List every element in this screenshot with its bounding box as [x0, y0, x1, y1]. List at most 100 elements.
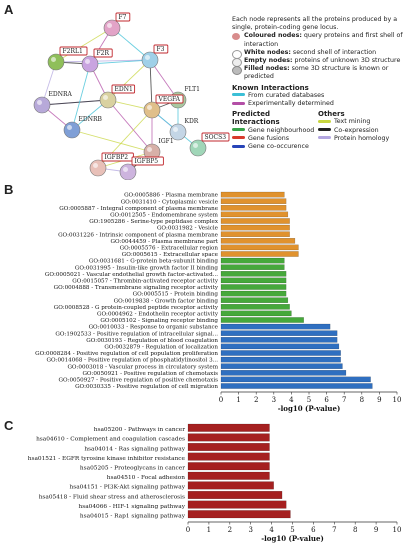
node-highlight: [51, 57, 56, 62]
legend-white-text: second shell of interaction: [290, 48, 377, 56]
network-edge: [71, 129, 153, 153]
category-label: GO:0005515 - Protein binding: [133, 292, 219, 298]
category-label: GO:0008528 - G protein-coupled peptide r…: [54, 305, 219, 311]
node-highlight: [93, 163, 98, 168]
network-node[interactable]: IGFBP5: [119, 156, 164, 180]
node-highlight: [67, 125, 72, 130]
node-highlight: [85, 59, 90, 64]
colored-node-swatch: [232, 33, 240, 41]
network-legend: Each node represents all the proteins pr…: [232, 16, 404, 151]
bar: [220, 383, 373, 389]
legend-empty-text: proteins of unknown 3D structure: [292, 57, 401, 65]
x-tick-label: 4: [289, 396, 294, 404]
network-node[interactable]: F7: [103, 12, 131, 37]
bar: [220, 270, 287, 277]
x-tick-label: 7: [332, 526, 336, 534]
legend-others-item: Text mining: [318, 118, 404, 126]
network-node[interactable]: EDNRA: [33, 91, 73, 114]
network-edge: [89, 59, 151, 65]
edge-color-swatch: [318, 119, 331, 123]
node-circle: [47, 53, 65, 71]
bar: [220, 211, 289, 218]
bar: [220, 363, 343, 370]
x-tick-label: 9: [374, 526, 378, 534]
legend-known-list: From curated databases Experimentally det…: [232, 92, 404, 108]
node-label: VEGFA: [158, 96, 181, 103]
bar: [220, 251, 299, 257]
legend-filled-text: some 3D structure is known or predicted: [244, 65, 389, 81]
bar: [220, 343, 340, 350]
network-edge: [55, 59, 151, 63]
x-tick-label: 3: [272, 396, 276, 404]
edge-color-swatch: [232, 144, 245, 148]
x-tick-label: 8: [353, 526, 357, 534]
network-node[interactable]: KDR: [169, 118, 199, 141]
network-node[interactable]: EDNRB: [63, 116, 102, 139]
category-label: GO:0031995 - Insulin-like growth factor …: [75, 265, 218, 271]
bar: [220, 330, 338, 337]
bar: [220, 198, 287, 205]
node-label: F2R: [97, 50, 110, 57]
network-edge: [41, 99, 109, 106]
x-tick-label: 5: [307, 396, 311, 404]
category-label: GO:0031410 - Cytoplasmic vesicle: [121, 199, 219, 205]
category-label: GO:0003018 - Vascular process in circula…: [67, 364, 218, 370]
x-tick-label: 2: [254, 396, 258, 404]
bar: [220, 303, 290, 310]
bar: [220, 244, 299, 251]
edge-color-swatch: [232, 93, 245, 97]
node-label: EDNRA: [49, 91, 73, 98]
bar: [220, 238, 296, 244]
bar: [187, 490, 283, 499]
node-highlight: [103, 95, 108, 100]
node-label: IGF1: [159, 138, 174, 145]
network-node[interactable]: VEGFA: [143, 94, 184, 119]
edge-color-swatch: [318, 128, 331, 132]
x-tick-label: 0: [219, 396, 223, 404]
category-label: GO:0004962 - Endothelin receptor activit…: [97, 312, 219, 318]
node-circle: [89, 159, 107, 177]
x-tick-label: 10: [393, 526, 402, 534]
network-node[interactable]: IGFBP2: [89, 152, 134, 177]
network-node[interactable]: F2R: [81, 48, 113, 73]
network-node[interactable]: F2RL1: [47, 46, 88, 71]
network-edge: [107, 99, 153, 153]
kegg-pathway-chart: hsa05200 - Pathways in cancer hsa04610 - …: [28, 423, 402, 543]
x-tick-label: 6: [311, 526, 316, 534]
node-circle: [119, 163, 137, 180]
category-label: GO:0050927 - Positive regulation of posi…: [59, 378, 219, 384]
edge-color-swatch: [232, 136, 245, 140]
panel-letter-c: C: [4, 418, 14, 433]
bar: [220, 317, 304, 323]
category-label: hsa04014 - Ras signaling pathway: [84, 446, 185, 452]
network-node[interactable]: IGF1: [143, 138, 174, 161]
category-label: GO:0030335 - Positive regulation of cell…: [75, 384, 218, 390]
legend-predicted-item: Gene co-occurence: [232, 143, 318, 151]
category-label: GO:0019838 - Growth factor binding: [114, 298, 219, 304]
category-label: GO:0031982 - Vesicle: [157, 226, 219, 232]
category-label: GO:0012505 - Endomembrane system: [110, 213, 219, 219]
x-tick-label: 8: [360, 396, 364, 404]
category-label: GO:1905286 - Serine-type peptidase compl…: [89, 219, 219, 225]
network-node[interactable]: EDN1: [99, 84, 136, 109]
category-label: hsa05205 - Proteoglycans in cancer: [80, 466, 185, 472]
network-node[interactable]: SOCS3: [189, 132, 230, 157]
edge-color-swatch: [232, 101, 245, 105]
network-node[interactable]: F3: [141, 44, 169, 69]
legend-predicted-label: Gene co-occurence: [248, 143, 309, 151]
network-nodes: F7 F2RL1 F2R F3 EDN1 EDNRA EDNRB FLT1 KDR VEGFA SO…: [33, 12, 230, 180]
category-label: GO:0004888 - Transmembrane signaling rec…: [54, 285, 219, 291]
category-label: GO:0005887 - Integral component of plasm…: [59, 206, 218, 212]
x-tick-label: 0: [186, 526, 190, 534]
bar: [187, 510, 291, 519]
legend-intro: Each node represents all the proteins pr…: [232, 16, 398, 32]
bar: [187, 481, 274, 490]
x-tick-label: 5: [290, 526, 294, 534]
node-highlight: [193, 143, 198, 148]
node-label: IGFBP2: [105, 154, 129, 161]
category-label: GO:0005102 - Signaling receptor binding: [100, 318, 218, 324]
network-edge: [149, 59, 153, 111]
x-tick-label: 3: [248, 526, 252, 534]
category-label: GO:0031681 - G-protein beta-subunit bind…: [89, 259, 218, 265]
x-axis-title: -log10 (P-value): [261, 534, 324, 543]
